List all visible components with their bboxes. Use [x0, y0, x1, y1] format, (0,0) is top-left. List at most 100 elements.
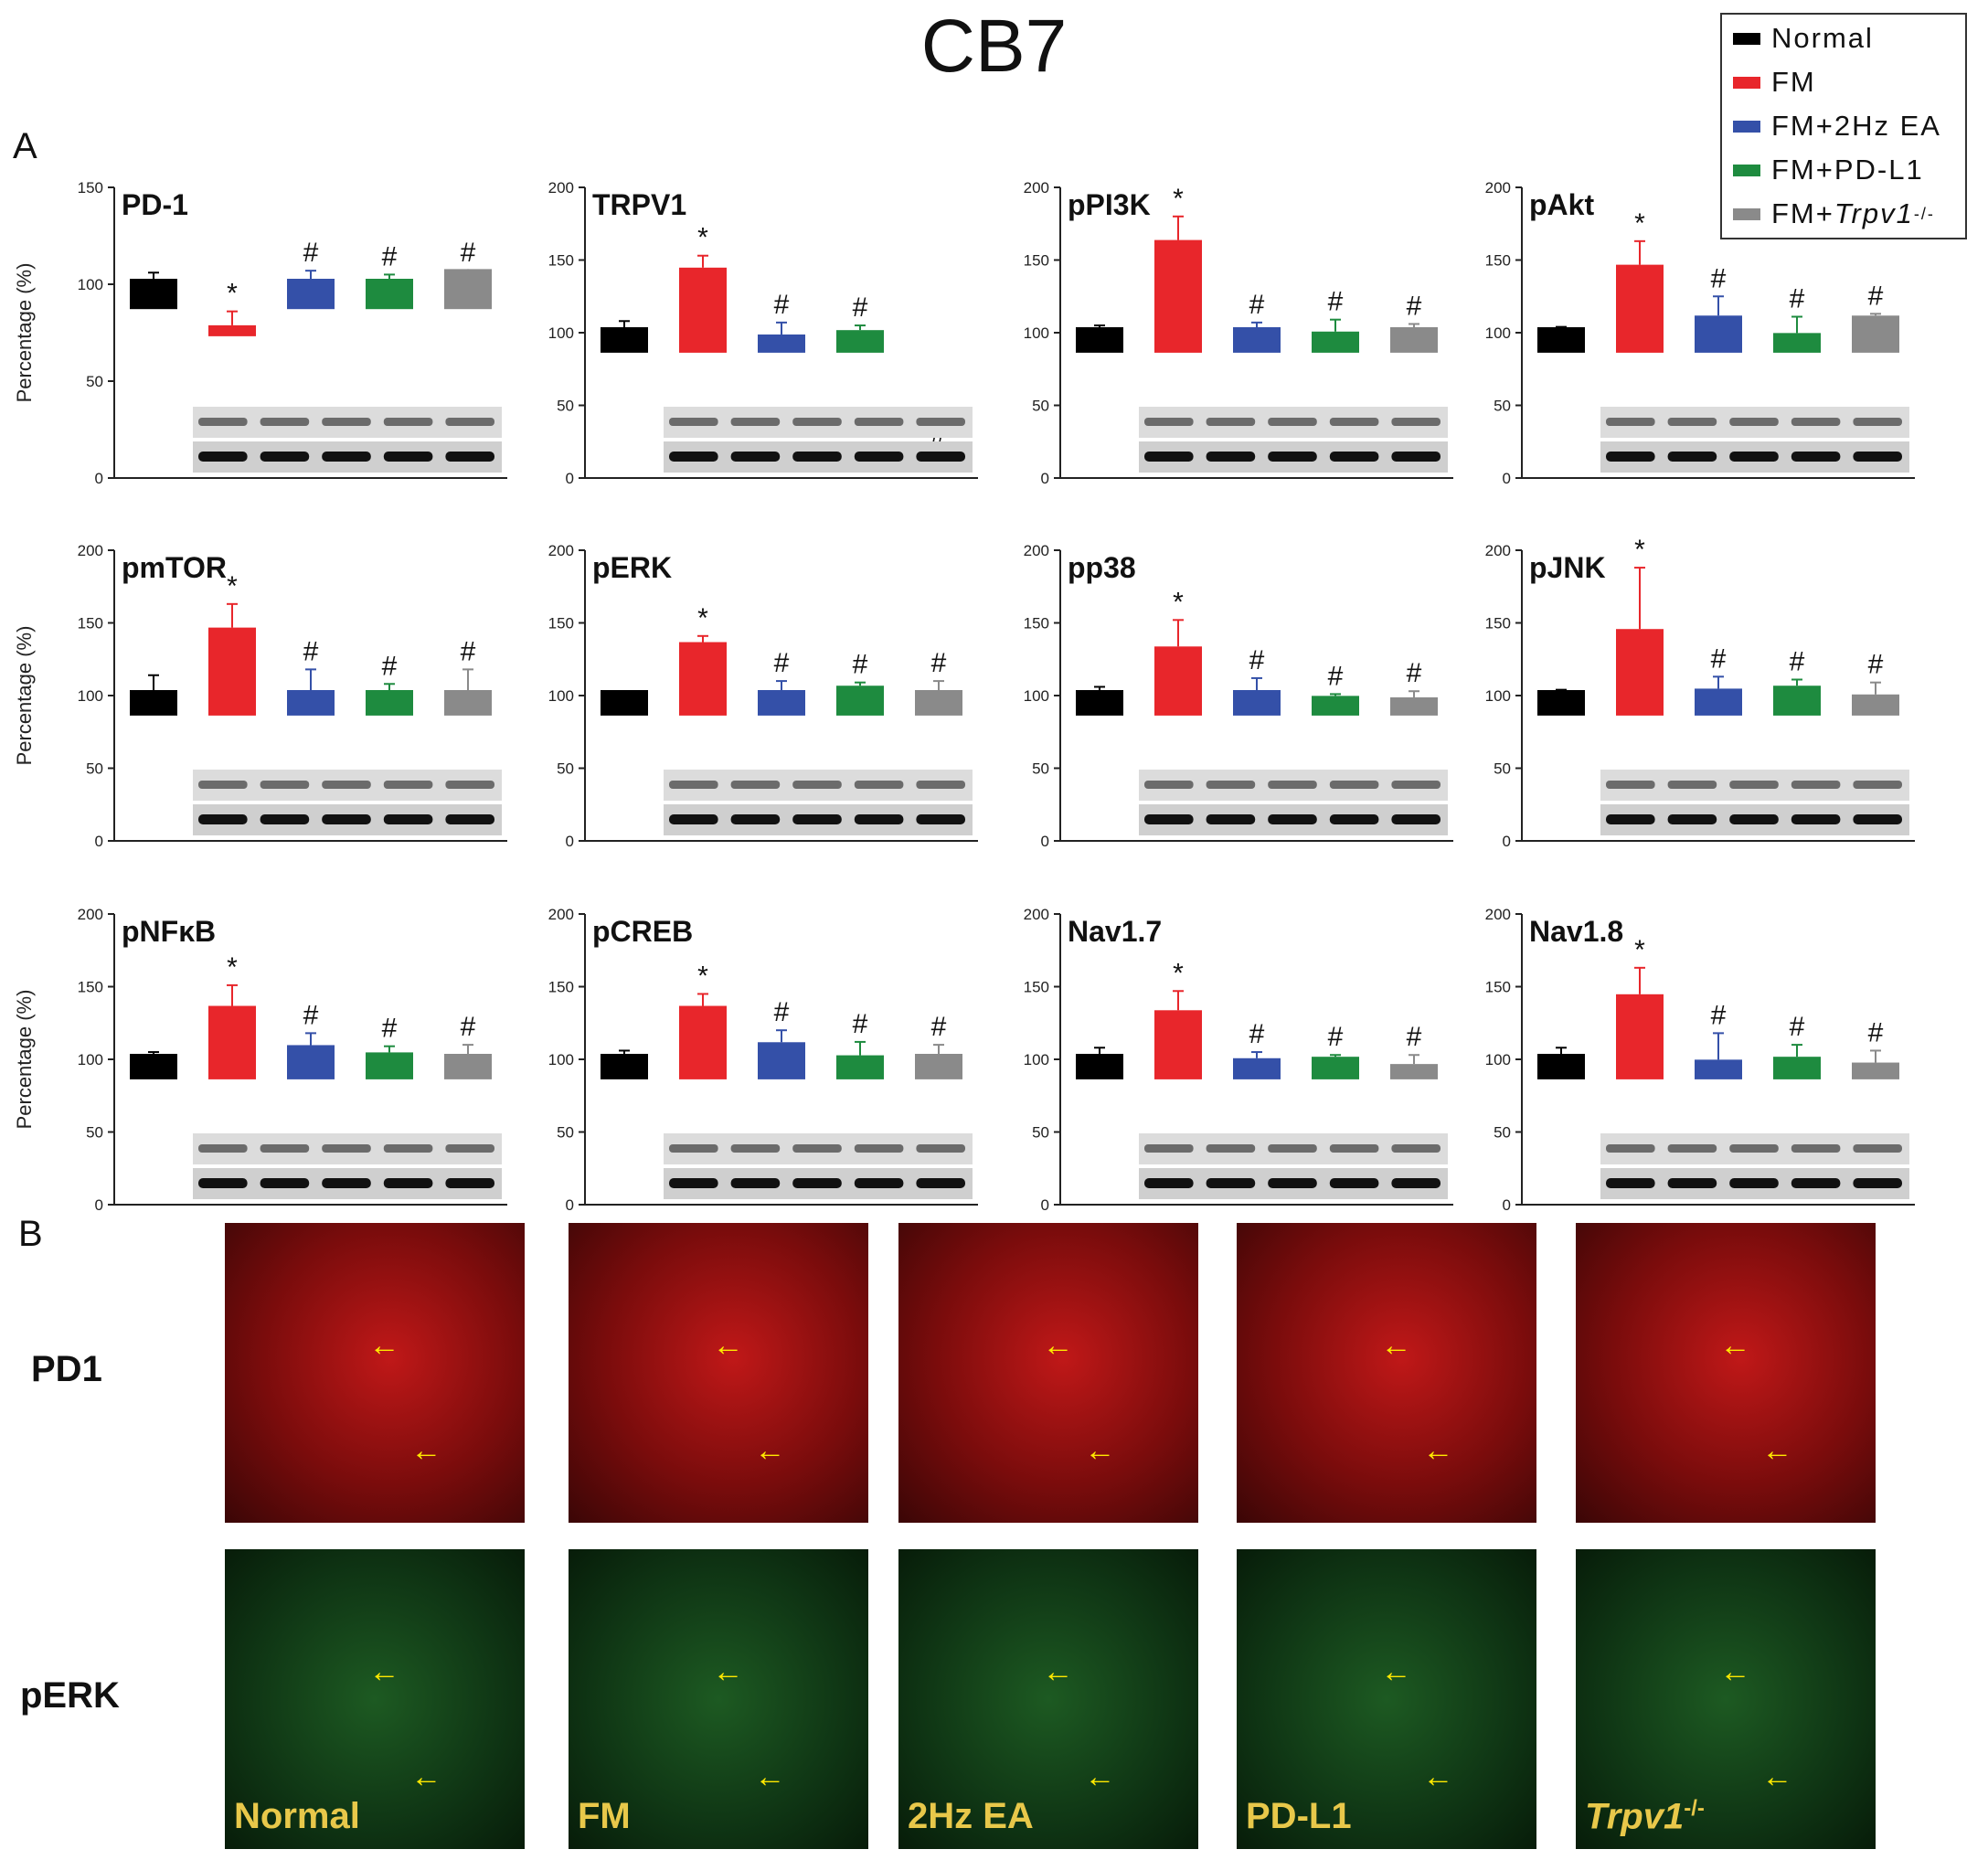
significance-marker: # [1790, 1012, 1805, 1042]
micrograph-tile: ← ← [225, 1223, 525, 1523]
significance-marker: # [774, 290, 790, 320]
blot-band [1329, 1144, 1379, 1153]
blot-band [730, 781, 781, 789]
arrow-icon: ← [1380, 1653, 1412, 1689]
y-tick-label: 50 [86, 1124, 103, 1142]
significance-marker: # [1711, 263, 1727, 293]
significance-marker: * [227, 952, 238, 983]
y-tick-label: 100 [1485, 1051, 1511, 1068]
y-tick-label: 50 [1494, 760, 1511, 778]
blot-band [916, 1144, 965, 1153]
y-tick-label: 0 [1503, 470, 1511, 487]
bar [1852, 315, 1899, 353]
y-tick-label: 50 [557, 398, 574, 415]
image-label-italic: Trpv1 [1585, 1796, 1685, 1837]
blot-band [1144, 1144, 1194, 1153]
bar [836, 686, 884, 716]
significance-marker: # [1328, 661, 1344, 691]
bar [1773, 333, 1821, 353]
y-tick-label: 150 [1024, 615, 1049, 632]
blot-band [854, 1178, 904, 1188]
bar [1312, 1057, 1359, 1079]
blot-band [322, 814, 371, 824]
significance-marker: # [853, 650, 868, 680]
blot-band [669, 418, 718, 426]
significance-marker: # [1868, 281, 1884, 311]
legend-label: FM+2Hz EA [1771, 110, 1941, 142]
blot-band [383, 781, 433, 789]
blot-band [1667, 418, 1717, 426]
blot-band [1144, 452, 1194, 462]
significance-marker: # [931, 648, 947, 678]
micrograph-tile: ← ← [1237, 1549, 1536, 1849]
blot-band [198, 1144, 248, 1153]
blot-band [1729, 1144, 1779, 1153]
y-tick-label: 50 [1032, 398, 1049, 415]
bar [1852, 694, 1899, 716]
significance-marker: * [697, 961, 708, 991]
chart: 0 50 100 150 200 Nav1.8 * # # # [1485, 906, 1915, 1214]
bar [366, 279, 413, 310]
blot-band [445, 452, 494, 462]
arrow-icon: ← [1422, 1432, 1454, 1468]
y-tick-label: 100 [1024, 324, 1049, 342]
chart-title: pmTOR [122, 551, 227, 584]
blot-band [730, 814, 781, 824]
blot-band [1206, 1144, 1256, 1153]
chart-title: pPI3K [1068, 188, 1151, 221]
blot-band [1329, 452, 1379, 462]
legend-label: FM [1771, 66, 1816, 98]
chart-title: Nav1.7 [1068, 915, 1162, 948]
legend-label: Normal [1771, 22, 1874, 54]
y-axis-label: Percentage (%) [13, 626, 36, 766]
chart: 0 50 100 150 200 Nav1.7 * # # # [1024, 906, 1453, 1214]
micrograph-tile: ← ← [898, 1223, 1198, 1523]
arrow-icon: ← [1422, 1759, 1454, 1794]
significance-marker: # [774, 997, 790, 1027]
micrograph-tile: ← ← [1576, 1223, 1876, 1523]
blot-band [1606, 418, 1655, 426]
legend-item-trpv1: FM+ Trpv1 -/- [1733, 196, 1935, 232]
blot-band [792, 1144, 842, 1153]
significance-marker: # [303, 636, 319, 666]
blot-band [1391, 814, 1441, 824]
y-tick-label: 100 [78, 276, 103, 293]
arrow-icon: ← [1761, 1432, 1793, 1468]
y-tick-label: 100 [78, 687, 103, 705]
micrograph-tile: ← ← [1237, 1223, 1536, 1523]
bar [1695, 315, 1742, 353]
blot-band [1667, 452, 1717, 462]
blot-band [1144, 1178, 1194, 1188]
blot-band [916, 814, 965, 824]
significance-marker: # [1407, 658, 1422, 688]
significance-marker: * [1173, 587, 1184, 617]
significance-marker: # [1407, 291, 1422, 321]
arrow-icon: ← [410, 1432, 442, 1468]
y-tick-label: 100 [1485, 324, 1511, 342]
legend-item-ea: FM+2Hz EA [1733, 108, 1941, 144]
blot-band [730, 1144, 781, 1153]
blot-band [322, 452, 371, 462]
blot-band [260, 1178, 310, 1188]
blot-band [1667, 1178, 1717, 1188]
y-tick-label: 200 [78, 906, 103, 923]
row-label: PD1 [31, 1349, 102, 1389]
image-label: Normal [234, 1796, 360, 1836]
y-tick-label: 200 [548, 542, 574, 559]
y-tick-label: 0 [1041, 470, 1049, 487]
y-tick-label: 0 [1503, 833, 1511, 850]
blot-band [1606, 1144, 1655, 1153]
blot-band [854, 781, 904, 789]
significance-marker: # [1328, 1022, 1344, 1052]
blot-band [1729, 418, 1779, 426]
legend-item-pdl1: FM+PD-L1 [1733, 152, 1924, 188]
blot-band [1853, 1144, 1902, 1153]
blot-band [260, 1144, 310, 1153]
y-tick-label: 200 [78, 542, 103, 559]
blot-band [1853, 418, 1902, 426]
blot-band [445, 814, 494, 824]
image-label: 2Hz EA [908, 1796, 1034, 1836]
legend-label: FM+PD-L1 [1771, 154, 1924, 186]
y-tick-label: 0 [566, 833, 574, 850]
blot-band [260, 452, 310, 462]
